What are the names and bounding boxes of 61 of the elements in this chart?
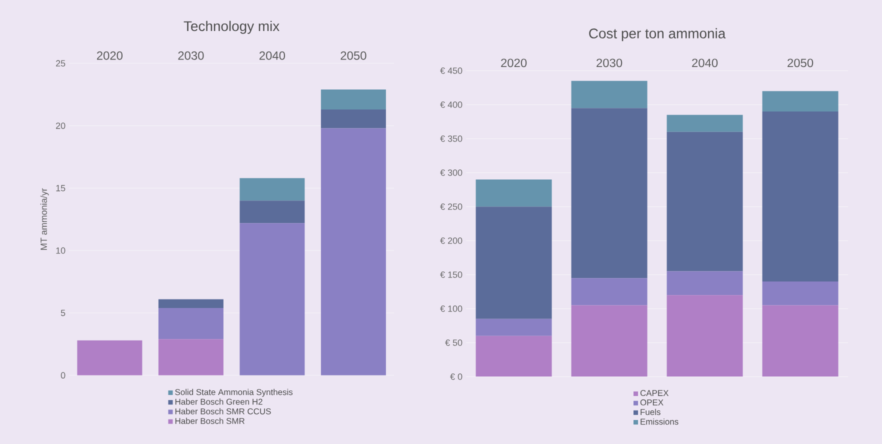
bar (240, 223, 305, 376)
legend-label: Solid State Ammonia Synthesis (175, 388, 293, 397)
y-tick-label: 0 (60, 372, 66, 379)
bar (571, 108, 648, 278)
bar (320, 90, 386, 110)
x-tick-label: 2050 (788, 58, 814, 68)
legend-label: Haber Bosch SMR CCUS (175, 408, 271, 414)
legend-label: Fuels (640, 408, 660, 416)
y-tick-label: 25 (56, 60, 66, 67)
bar (320, 128, 386, 376)
bar (571, 80, 648, 108)
bar (571, 305, 648, 377)
bar (320, 110, 386, 128)
bar (158, 339, 224, 376)
bar (476, 336, 552, 377)
y-tick-label: € 400 (440, 101, 462, 108)
legend-label: Haber Bosch SMR (175, 418, 244, 424)
bar (240, 200, 305, 224)
y-tick-label: € 250 (440, 203, 462, 210)
chart-title: Technology mix (184, 20, 280, 34)
y-tick-label: € 50 (445, 339, 462, 346)
legend-label: Emissions (640, 418, 678, 425)
bar (158, 299, 224, 308)
bar (666, 295, 743, 377)
x-tick-label: 2030 (596, 58, 622, 68)
y-tick-label: 10 (56, 247, 66, 254)
bar (476, 179, 552, 207)
bar (158, 308, 224, 340)
x-tick-label: 2040 (692, 58, 718, 68)
legend-label: OPEX (640, 399, 664, 406)
y-tick-label: € 150 (440, 271, 462, 278)
x-tick-label: 2020 (96, 51, 123, 60)
bar (762, 305, 838, 377)
y-tick-label: € 350 (440, 135, 462, 142)
bar (762, 111, 838, 282)
bar (666, 132, 743, 272)
legend-label: Haber Bosch Green H2 (175, 398, 262, 405)
bar (571, 278, 648, 306)
x-tick-label: 2040 (259, 51, 286, 60)
y-tick-label: € 450 (440, 67, 462, 74)
y-tick-label: € 0 (450, 373, 462, 380)
bar (762, 281, 838, 306)
y-axis-title: MT ammonia/yr (40, 188, 49, 250)
bar (240, 178, 305, 201)
legend-label: CAPEX (640, 390, 669, 396)
bar (476, 318, 552, 336)
y-tick-label: € 100 (440, 305, 462, 312)
y-tick-label: € 300 (440, 169, 462, 176)
chart-title: Cost per ton ammonia (589, 28, 726, 42)
x-tick-label: 2050 (340, 51, 366, 60)
bar (476, 206, 552, 319)
y-tick-label: 15 (56, 185, 66, 192)
bar (666, 271, 743, 296)
x-tick-label: 2020 (501, 58, 527, 68)
x-tick-label: 2030 (178, 51, 204, 60)
bar (77, 340, 142, 376)
y-tick-label: € 200 (440, 237, 462, 244)
y-tick-label: 20 (56, 122, 66, 129)
y-tick-label: 5 (60, 310, 66, 316)
bar (666, 114, 743, 132)
bar (762, 91, 838, 112)
